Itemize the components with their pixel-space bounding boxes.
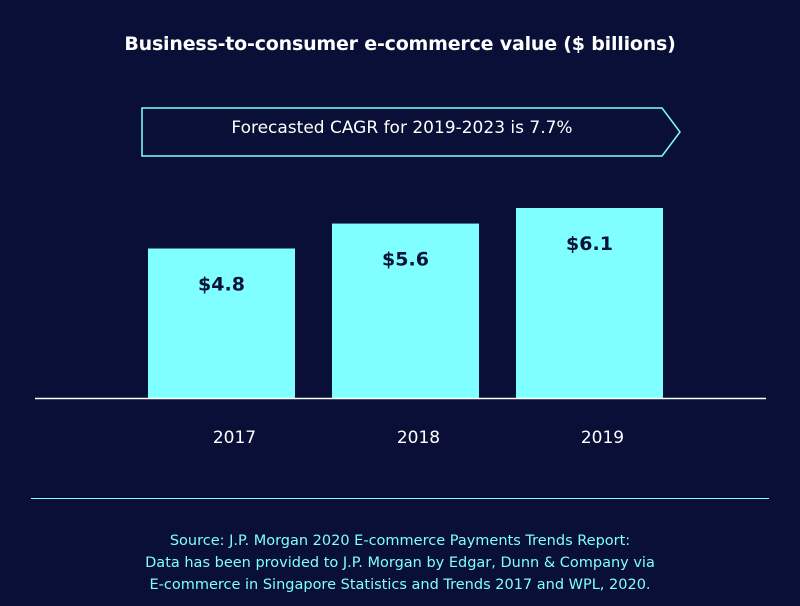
- bar-2017: [148, 248, 295, 398]
- bar-value-label: $6.1: [566, 233, 613, 255]
- chart-title: Business-to-consumer e-commerce value ($…: [124, 33, 676, 55]
- source-line: Source: J.P. Morgan 2020 E-commerce Paym…: [169, 533, 631, 549]
- x-tick-label: 2017: [213, 428, 256, 448]
- x-tick-label: 2018: [397, 428, 440, 448]
- source-divider: [31, 498, 769, 499]
- cagr-callout: [141, 107, 681, 157]
- x-tick-label: 2019: [581, 428, 624, 448]
- source-note: Source: J.P. Morgan 2020 E-commerce Paym…: [0, 530, 800, 596]
- bar-chart: $4.8 2017 $5.6 2018 $6.1 2019: [35, 208, 766, 448]
- bar-2018: [332, 223, 479, 398]
- source-line: Data has been provided to J.P. Morgan by…: [145, 555, 655, 571]
- cagr-arrow-shape: [141, 107, 681, 157]
- cagr-callout-text: Forecasted CAGR for 2019-2023 is 7.7%: [231, 118, 573, 138]
- source-line: E-commerce in Singapore Statistics and T…: [149, 577, 651, 593]
- bar-value-label: $4.8: [198, 273, 245, 295]
- bar-2019: [516, 208, 663, 398]
- bar-value-label: $5.6: [382, 249, 429, 271]
